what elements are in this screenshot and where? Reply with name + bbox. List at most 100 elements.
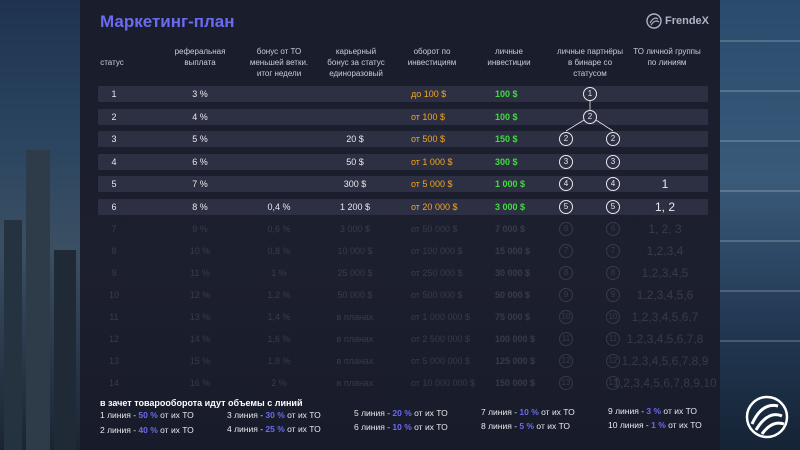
referral-cell: 3 % [192,89,208,99]
table-row: 10 12 % 1,2 % 50 000 $ от 500 000 $ 50 000 $ 9… [98,287,708,303]
status-cell: 11 [109,312,119,322]
footer-line-item: 1 линия - 50 % от их ТО [100,410,194,420]
personal-investment-cell: 3 000 $ [495,201,526,212]
weekly-bonus-cell: 1,2 % [267,290,291,300]
referral-cell: 7 % [192,179,208,189]
referral-cell: 5 % [192,134,208,144]
partner-right-circle: 6 [606,222,620,236]
footer-line-item: 5 линия - 20 % от их ТО [354,408,448,418]
personal-investment-cell: 75 000 $ [495,312,531,322]
status-cell: 3 [111,134,117,144]
partner-left-circle: 4 [559,177,573,191]
status-cell: 1 [111,89,117,99]
group-lines-cell: 1,2,3,4,5,6,7,8 [626,332,704,346]
window-stripe [720,190,800,192]
status-cell: 7 [111,224,117,234]
personal-investment-cell: 125 000 $ [495,356,536,366]
partner-right-circle: 5 [606,199,620,214]
personal-investment-cell: 150 000 $ [495,378,536,388]
referral-cell: 6 % [192,156,208,167]
status-cell: 13 [108,356,120,366]
column-header: личные инвестиции [487,47,531,67]
weekly-bonus-cell: 0,6 % [267,224,291,234]
window-stripe [720,140,800,142]
partner-right-circle: 13 [606,376,620,390]
turnover-cell: от 5 000 000 $ [411,356,470,366]
table-row: 9 11 % 1 % 25 000 $ от 250 000 $ 30 000 $ 8 8 1,… [98,265,708,281]
group-lines-cell: 1,2,3,4,5,6,7,8,9,10 [613,376,717,390]
group-lines-cell: 1,2,3,4,5,6,7,8,9 [621,354,709,368]
weekly-bonus-cell: 2 % [271,378,287,388]
status-cell: 12 [108,334,120,344]
personal-investment-cell: 50 000 $ [495,290,531,300]
partner-right-circle: 8 [606,266,620,280]
referral-cell: 4 % [192,111,208,122]
referral-cell: 16 % [189,378,211,388]
partner-left-circle: 9 [559,288,573,302]
footer-line-item: 3 линия - 30 % от их ТО [227,410,321,420]
building-shape [54,250,76,450]
career-bonus-cell: 1 200 $ [339,201,371,212]
career-bonus-cell: в планах [336,378,374,388]
frendex-logo-icon [646,13,662,29]
page-title: Маркетинг-план [100,12,235,31]
group-lines-cell: 1,2,3,4,5,6 [636,288,694,302]
partner-right-circle: 3 [606,154,620,169]
window-stripe [720,240,800,242]
career-bonus-cell: 50 000 $ [337,290,373,300]
city-backdrop-left [0,0,80,450]
window-stripe [720,340,800,342]
status-cell: 5 [111,179,117,189]
brand-mark-icon [745,395,789,439]
column-header: статус [100,58,124,67]
weekly-bonus-cell: 0,4 % [267,201,291,212]
partner-right-circle: 4 [606,177,620,191]
partner-left-circle: 2 [559,132,573,146]
footer-line-item: 7 линия - 10 % от их ТО [481,407,575,417]
table-row: 3 5 % 20 $ от 500 $ 150 $ 2 2 [98,131,708,147]
footer-line-item: 6 линия - 10 % от их ТО [354,422,448,432]
status-cell: 10 [108,290,120,300]
weekly-bonus-cell: 1 % [271,268,287,278]
partner-right-circle: 9 [606,288,620,302]
partner-right-circle: 7 [606,244,620,258]
partner-left-circle: 3 [559,154,573,169]
referral-cell: 11 % [190,268,210,278]
window-stripe [720,40,800,42]
referral-cell: 12 % [189,290,211,300]
turnover-cell: от 10 000 000 $ [411,378,475,388]
status-cell: 9 [111,268,117,278]
personal-investment-cell: 15 000 $ [495,246,531,256]
referral-cell: 8 % [192,201,208,212]
status-cell: 2 [111,111,117,122]
personal-investment-cell: 1 000 $ [495,179,526,189]
table-row: 5 7 % 300 $ от 5 000 $ 1 000 $ 4 4 1 [98,176,708,192]
turnover-cell: от 1 000 000 $ [411,312,470,322]
footer-line-item: 10 линия - 1 % от их ТО [608,420,702,430]
group-lines-cell: 1,2,3,4 [646,244,684,258]
table-row: 7 9 % 0,6 % 3 000 $ от 50 000 $ 7 000 $ 6 6 1, 2… [98,221,708,237]
partner-left-circle: 8 [559,266,573,280]
partner-left-circle: 5 [559,199,573,214]
column-header: личные партнёры в бинаре со статусом [557,47,623,78]
group-lines-cell: 1,2,3,4,5 [641,266,689,280]
table-row: 4 6 % 50 $ от 1 000 $ 300 $ 3 3 [98,153,708,170]
turnover-cell: от 500 $ [411,134,445,144]
partner-right-circle: 12 [606,354,620,368]
turnover-cell: от 20 000 $ [411,201,458,212]
table-row: 6 8 % 0,4 % 1 200 $ от 20 000 $ 3 000 $ 5 5 1, 2 [98,198,708,215]
career-bonus-cell: 300 $ [343,179,367,189]
career-bonus-cell: 20 $ [346,134,364,144]
partner-left-circle: 11 [559,332,573,346]
turnover-cell: от 500 000 $ [411,290,463,300]
footer-line-item: 8 линия - 5 % от их ТО [481,421,571,431]
partner-right-circle: 11 [606,332,620,346]
referral-cell: 10 % [189,246,211,256]
group-lines-cell: 1,2,3,4,5,6,7 [631,310,699,324]
weekly-bonus-cell: 0,8 % [267,246,291,256]
footer-title: в зачет товарооборота идут объемы с лини… [100,398,303,408]
personal-investment-cell: 7 000 $ [495,224,526,234]
career-bonus-cell: в планах [336,334,374,344]
logo-text: FrendeX [665,15,710,27]
